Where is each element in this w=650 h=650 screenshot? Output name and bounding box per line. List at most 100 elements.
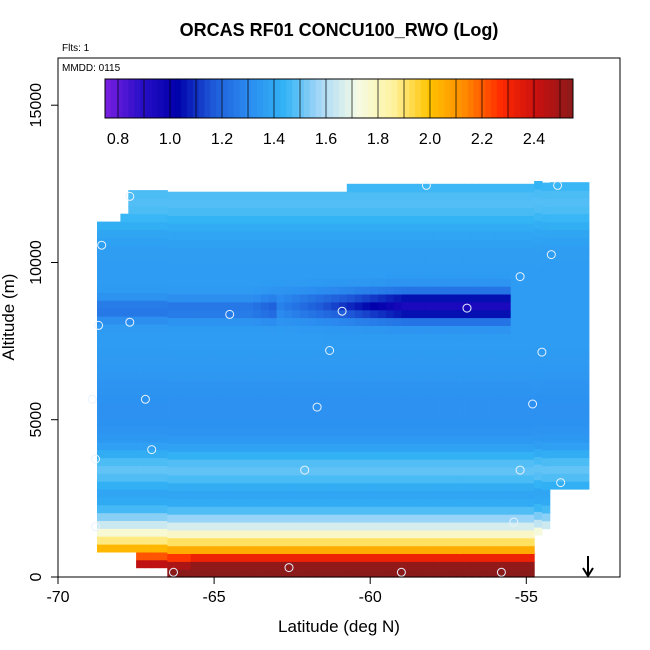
heatmap-cell [456,223,465,232]
heatmap-cell [284,325,293,334]
heatmap-cell [362,435,371,444]
heatmap-cell [331,372,340,381]
heatmap-cell [471,522,481,531]
heatmap-cell [354,372,363,381]
heatmap-cell [253,506,262,515]
heatmap-cell [260,333,270,342]
heatmap-cell [307,427,317,437]
heatmap-cell [565,402,574,411]
heatmap-cell [221,254,231,264]
heatmap-cell [346,317,356,326]
heatmap-cell [487,215,496,224]
heatmap-cell [573,410,582,419]
heatmap-cell [362,506,371,515]
heatmap-cell [456,427,465,437]
heatmap-cell [541,520,551,530]
heatmap-cell [534,188,543,198]
colorbar-swatch [333,79,340,118]
heatmap-cell [97,418,106,427]
colorbar-swatch [555,79,562,118]
heatmap-cell [175,278,184,287]
colorbar-swatch [105,79,112,118]
heatmap-cell [463,380,473,389]
heatmap-cell [331,569,340,578]
heatmap-cell [378,561,387,570]
colorbar-swatch [397,79,404,118]
heatmap-cell [159,260,168,270]
heatmap-cell [526,459,535,468]
heatmap-cell [276,207,285,216]
colorbar-swatch [204,79,211,118]
heatmap-cell [260,301,270,311]
heatmap-cell [307,191,317,201]
heatmap-cell [487,349,496,358]
heatmap-cell [339,341,348,350]
heatmap-cell [260,380,270,389]
heatmap-cell [292,482,301,492]
heatmap-cell [167,191,176,201]
heatmap-cell [182,309,192,319]
heatmap-cell [307,506,317,515]
heatmap-cell [268,537,278,547]
heatmap-cell [237,459,246,468]
heatmap-cell [479,514,488,523]
heatmap-cell [175,498,184,507]
heatmap-cell [495,199,504,208]
heatmap-cell [557,433,566,443]
heatmap-cell [307,474,317,484]
heatmap-cell [573,418,582,427]
heatmap-cell [409,411,418,421]
heatmap-cell [143,315,153,325]
heatmap-cell [214,561,223,570]
heatmap-cell [401,459,410,468]
heatmap-cell [292,301,301,311]
heatmap-cell [276,191,285,201]
heatmap-cell [112,386,121,396]
heatmap-cell [175,396,184,405]
heatmap-cell [385,427,395,437]
heatmap-cell [206,427,215,437]
heatmap-cell [378,419,387,429]
heatmap-cell [378,545,387,554]
heatmap-cell [339,278,348,287]
heatmap-cell [331,333,340,342]
heatmap-cell [175,223,184,232]
heatmap-cell [253,419,262,429]
heatmap-cell [354,207,363,216]
heatmap-cell [409,419,418,429]
heatmap-cell [565,457,574,466]
heatmap-cell [549,308,559,317]
heatmap-cell [495,341,504,350]
heatmap-cell [323,223,332,232]
heatmap-cell [214,231,223,240]
heatmap-cell [307,254,317,264]
heatmap-cell [385,199,395,208]
heatmap-cell [253,372,262,381]
heatmap-cell [487,333,496,342]
heatmap-cell [175,388,184,397]
heatmap-cell [557,198,566,207]
heatmap-cell [463,396,473,405]
heatmap-cell [565,182,574,191]
heatmap-cell [463,333,473,342]
heatmap-cell [284,411,293,421]
heatmap-cell [487,506,496,515]
heatmap-cell [128,402,137,411]
heatmap-cell [253,561,262,570]
colorbar-swatch [502,79,510,118]
heatmap-cell [315,349,324,358]
heatmap-cell [339,286,348,295]
heatmap-cell [182,388,192,397]
heatmap-cell [565,190,574,199]
heatmap-cell [284,223,293,232]
heatmap-cell [526,356,535,366]
heatmap-cell [198,270,207,279]
heatmap-cell [190,427,200,437]
heatmap-cell [378,396,387,405]
heatmap-cell [495,435,504,444]
heatmap-cell [136,308,145,317]
heatmap-cell [190,514,200,523]
heatmap-cell [151,528,161,537]
heatmap-cell [424,238,434,248]
heatmap-cell [331,459,340,468]
